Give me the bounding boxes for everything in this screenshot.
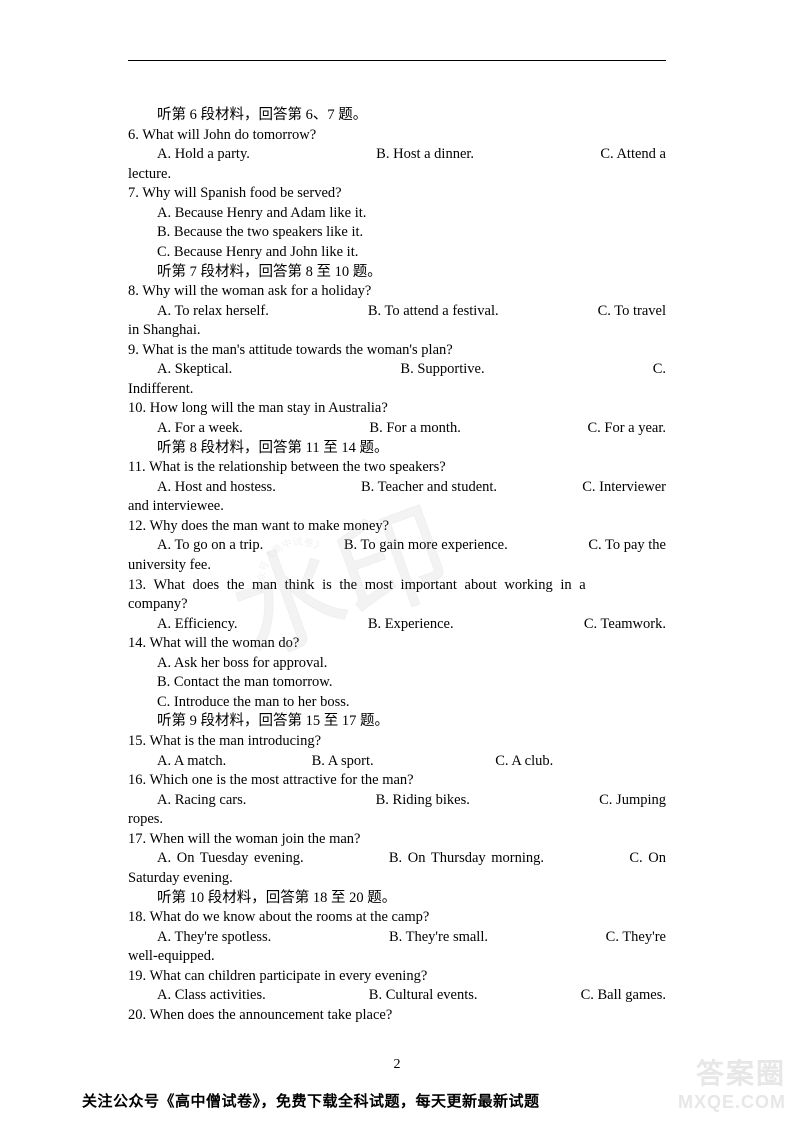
question-15: 15. What is the man introducing?: [128, 732, 666, 752]
q14-option-b: B. Contact the man tomorrow.: [128, 673, 666, 693]
q7-option-c: C. Because Henry and John like it.: [128, 243, 666, 263]
q9-continuation: Indifferent.: [128, 380, 666, 400]
q13-option-a: A. Efficiency.: [128, 615, 238, 635]
q14-option-c: C. Introduce the man to her boss.: [128, 693, 666, 713]
question-6: 6. What will John do tomorrow?: [128, 126, 666, 146]
instruction-7: 听第 7 段材料，回答第 8 至 10 题。: [128, 263, 666, 283]
q11-continuation: and interviewee.: [128, 497, 666, 517]
q9-option-b: B. Supportive.: [400, 360, 484, 380]
q6-option-b: B. Host a dinner.: [376, 145, 474, 165]
q8-option-b: B. To attend a festival.: [368, 302, 499, 322]
q7-option-a: A. Because Henry and Adam like it.: [128, 204, 666, 224]
q8-option-c: C. To travel: [598, 302, 666, 322]
q11-option-a: A. Host and hostess.: [128, 478, 276, 498]
question-20: 20. When does the announcement take plac…: [128, 1006, 666, 1026]
q17-continuation: Saturday evening.: [128, 869, 666, 889]
instruction-8: 听第 8 段材料，回答第 11 至 14 题。: [128, 439, 666, 459]
q8-option-a: A. To relax herself.: [128, 302, 269, 322]
q7-option-b: B. Because the two speakers like it.: [128, 223, 666, 243]
q16-option-b: B. Riding bikes.: [376, 791, 470, 811]
page-number: 2: [0, 1057, 794, 1073]
question-13-line2: company?: [128, 595, 666, 615]
q13-text-part1: 13. What does the man think is the most …: [128, 576, 586, 596]
q16-option-c: C. Jumping: [599, 791, 666, 811]
q17-option-c: C. On: [629, 849, 666, 869]
q11-option-b: B. Teacher and student.: [361, 478, 497, 498]
q11-option-c: C. Interviewer: [582, 478, 666, 498]
q17-option-a: A. On Tuesday evening.: [128, 849, 304, 869]
exam-content: 听第 6 段材料，回答第 6、7 题。 6. What will John do…: [128, 106, 666, 1025]
q18-continuation: well-equipped.: [128, 947, 666, 967]
q17-option-b: B. On Thursday morning.: [389, 849, 544, 869]
q19-option-c: C. Ball games.: [581, 986, 666, 1006]
instruction-9: 听第 9 段材料，回答第 15 至 17 题。: [128, 712, 666, 732]
q12-continuation: university fee.: [128, 556, 666, 576]
question-17: 17. When will the woman join the man?: [128, 830, 666, 850]
q15-option-a: A. A match.: [128, 752, 308, 772]
q15-option-c: C. A club.: [495, 752, 553, 772]
q16-option-a: A. Racing cars.: [128, 791, 246, 811]
question-9: 9. What is the man's attitude towards th…: [128, 341, 666, 361]
q14-option-a: A. Ask her boss for approval.: [128, 654, 666, 674]
question-10: 10. How long will the man stay in Austra…: [128, 399, 666, 419]
question-16: 16. Which one is the most attractive for…: [128, 771, 666, 791]
q19-option-b: B. Cultural events.: [369, 986, 478, 1006]
q15-option-b: B. A sport.: [312, 752, 492, 772]
q18-option-a: A. They're spotless.: [128, 928, 271, 948]
q18-option-c: C. They're: [606, 928, 666, 948]
q10-option-a: A. For a week.: [128, 419, 243, 439]
question-13-line1: 13. What does the man think is the most …: [128, 576, 666, 596]
q9-option-a: A. Skeptical.: [128, 360, 232, 380]
q6-option-c: C. Attend a: [600, 145, 666, 165]
question-14: 14. What will the woman do?: [128, 634, 666, 654]
q13-option-c: C. Teamwork.: [584, 615, 666, 635]
q12-option-a: A. To go on a trip.: [128, 536, 263, 556]
q16-continuation: ropes.: [128, 810, 666, 830]
q12-option-c: C. To pay the: [588, 536, 666, 556]
footer-text: 关注公众号《高中僧试卷》，免费下载全科试题，每天更新最新试题: [82, 1090, 540, 1111]
q10-option-c: C. For a year.: [587, 419, 666, 439]
q13-option-b: B. Experience.: [368, 615, 454, 635]
q10-option-b: B. For a month.: [369, 419, 460, 439]
question-11: 11. What is the relationship between the…: [128, 458, 666, 478]
q19-option-a: A. Class activities.: [128, 986, 266, 1006]
question-7: 7. Why will Spanish food be served?: [128, 184, 666, 204]
q6-option-a: A. Hold a party.: [128, 145, 250, 165]
q12-option-b: B. To gain more experience.: [344, 536, 508, 556]
question-12: 12. Why does the man want to make money?: [128, 517, 666, 537]
q9-option-c: C.: [653, 360, 666, 380]
q18-option-b: B. They're small.: [389, 928, 488, 948]
q6-continuation: lecture.: [128, 165, 666, 185]
watermark-corner-bottom: MXQE.COM: [678, 1092, 786, 1113]
horizontal-rule: [128, 60, 666, 61]
question-8: 8. Why will the woman ask for a holiday?: [128, 282, 666, 302]
instruction-6: 听第 6 段材料，回答第 6、7 题。: [128, 106, 666, 126]
question-18: 18. What do we know about the rooms at t…: [128, 908, 666, 928]
question-19: 19. What can children participate in eve…: [128, 967, 666, 987]
instruction-10: 听第 10 段材料，回答第 18 至 20 题。: [128, 889, 666, 909]
q8-continuation: in Shanghai.: [128, 321, 666, 341]
